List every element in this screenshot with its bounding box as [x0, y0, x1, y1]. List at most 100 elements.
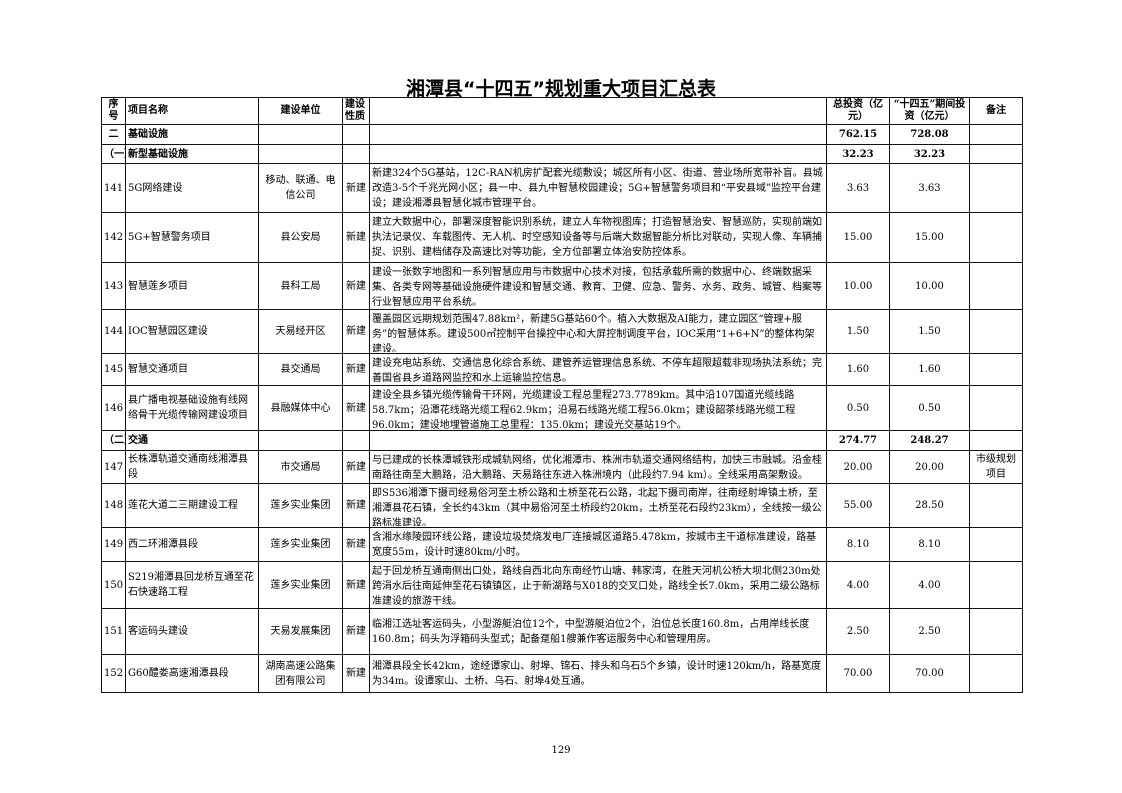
cell-desc-text: 即S536湘潭下摄司经易俗河至土桥公路和土桥至花石公路，北起下摄司南岸，往南经射…	[372, 487, 822, 526]
cell-remark	[969, 163, 1023, 213]
cell-seq: （一）	[101, 144, 126, 164]
cell-desc	[369, 124, 827, 145]
cell-desc: 起于回龙桥互通南侧出口处，路线自西北向东南经竹山塘、韩家湾，在胜天河机公桥大坝北…	[369, 561, 827, 609]
cell-remark	[969, 483, 1023, 528]
cell-nature: 新建	[342, 608, 370, 655]
table-row: 141 5G网络建设 移动、联通、电信公司 新建 新建324个5G基站，12C-RAN机…	[101, 163, 1023, 213]
cell-desc-text: 建设充电站系统、交通信息化综合系统、建管养运管理信息系统、不停车超限超载非现场执…	[372, 357, 822, 384]
cell-desc: 临湘江选址客运码头，小型游艇泊位12个，中型游艇泊位2个，泊位总长度160.8m…	[369, 608, 827, 655]
cell-desc: 含湘水缘陵园环线公路，建设垃圾焚烧发电厂连接城区道路5.478km，按城市主干道…	[369, 527, 827, 562]
cell-name: 长株潭轨道交通南线湘潭县段	[125, 450, 259, 484]
cell-nature: 新建	[342, 212, 370, 263]
cell-period: 8.10	[889, 527, 970, 562]
cell-desc	[369, 144, 827, 164]
cell-nature	[342, 124, 370, 145]
cell-period: 248.27	[889, 430, 970, 451]
cell-desc: 覆盖园区远期规划范围47.88km²，新建5G基站60个。植入大数据及AI能力，…	[369, 309, 827, 354]
cell-name: 西二环湘潭县段	[125, 527, 259, 562]
project-summary-table: 序号 项目名称 建设单位 建设性质 总投资（亿元） “十四五”期间投资（亿元） …	[101, 97, 1023, 693]
cell-desc: 新建324个5G基站，12C-RAN机房扩配套光缆敷设；城区所有小区、街道、营业…	[369, 163, 827, 213]
cell-total: 274.77	[826, 430, 890, 451]
table-row: 143 智慧莲乡项目 县科工局 新建 建设一张数字地图和一系列智慧应用与市数据中心技术对…	[101, 262, 1023, 310]
cell-remark	[969, 124, 1023, 145]
cell-seq: 149	[101, 527, 126, 562]
table-header-row: 序号 项目名称 建设单位 建设性质 总投资（亿元） “十四五”期间投资（亿元） …	[101, 97, 1023, 125]
cell-total: 1.60	[826, 353, 890, 386]
cell-nature: 新建	[342, 163, 370, 213]
table-row: 145 智慧交通项目 县交通局 新建 建设充电站系统、交通信息化综合系统、建管养运管理信…	[101, 353, 1023, 386]
cell-period: 728.08	[889, 124, 970, 145]
cell-name: S219湘潭县回龙桥互通至花石快速路工程	[125, 561, 259, 609]
page-title: 湘潭县“十四五”规划重大项目汇总表	[406, 78, 716, 100]
cell-desc-text: 起于回龙桥互通南侧出口处，路线自西北向东南经竹山塘、韩家湾，在胜天河机公桥大坝北…	[372, 565, 821, 607]
cell-name: G60醴娄高速湘潭县段	[125, 654, 259, 693]
cell-remark	[969, 654, 1023, 693]
cell-total: 4.00	[826, 561, 890, 609]
header-period: “十四五”期间投资（亿元）	[889, 97, 970, 125]
cell-remark	[969, 353, 1023, 386]
cell-seq: （二）	[101, 430, 126, 451]
cell-desc-text: 与已建成的长株潭城铁形成城轨网络，优化湘潭市、株洲市轨道交通网络结构，加快三市融…	[372, 454, 822, 481]
cell-desc	[369, 430, 827, 451]
cell-total: 2.50	[826, 608, 890, 655]
cell-nature: 新建	[342, 353, 370, 386]
cell-nature: 新建	[342, 654, 370, 693]
cell-remark	[969, 430, 1023, 451]
cell-seq: 145	[101, 353, 126, 386]
table-row: 149 西二环湘潭县段 莲乡实业集团 新建 含湘水缘陵园环线公路，建设垃圾焚烧发电厂连接…	[101, 527, 1023, 562]
cell-unit: 移动、联通、电信公司	[258, 163, 343, 213]
cell-name: 新型基础设施	[125, 144, 259, 164]
table-row: 147 长株潭轨道交通南线湘潭县段 市交通局 新建 与已建成的长株潭城铁形成城轨网络，优…	[101, 450, 1023, 484]
cell-unit: 县交通局	[258, 353, 343, 386]
cell-desc: 建立大数据中心，部署深度智能识别系统，建立人车物视图库；打造智慧治安、智慧巡防，…	[369, 212, 827, 263]
cell-seq: 152	[101, 654, 126, 693]
header-name: 项目名称	[125, 97, 259, 125]
cell-nature	[342, 144, 370, 164]
cell-unit	[258, 430, 343, 451]
cell-unit: 莲乡实业集团	[258, 561, 343, 609]
cell-seq: 144	[101, 309, 126, 354]
cell-seq: 146	[101, 385, 126, 431]
cell-period: 28.50	[889, 483, 970, 528]
cell-period: 4.00	[889, 561, 970, 609]
cell-period: 1.50	[889, 309, 970, 354]
cell-remark	[969, 212, 1023, 263]
cell-period: 10.00	[889, 262, 970, 310]
header-remark: 备注	[969, 97, 1023, 125]
cell-unit	[258, 124, 343, 145]
cell-seq: 147	[101, 450, 126, 484]
cell-name: 智慧莲乡项目	[125, 262, 259, 310]
table-row: 148 莲花大道二三期建设工程 莲乡实业集团 新建 即S536湘潭下摄司经易俗河至土桥公…	[101, 483, 1023, 528]
table-row: 150 S219湘潭县回龙桥互通至花石快速路工程 莲乡实业集团 新建 起于回龙桥互通南侧…	[101, 561, 1023, 609]
cell-period: 15.00	[889, 212, 970, 263]
cell-nature: 新建	[342, 527, 370, 562]
cell-desc-text: 建设全县乡镇光缆传输骨干环网，光缆建设工程总里程273.7789km。其中沿10…	[372, 389, 796, 429]
cell-unit: 湖南高速公路集团有限公司	[258, 654, 343, 693]
cell-nature: 新建	[342, 483, 370, 528]
cell-total: 10.00	[826, 262, 890, 310]
header-desc	[369, 97, 827, 125]
cell-total: 15.00	[826, 212, 890, 263]
cell-total: 20.00	[826, 450, 890, 484]
cell-period: 3.63	[889, 163, 970, 213]
cell-desc-text: 含湘水缘陵园环线公路，建设垃圾焚烧发电厂连接城区道路5.478km，按城市主干道…	[372, 531, 817, 558]
cell-remark: 市级规划项目	[969, 450, 1023, 484]
cell-total: 8.10	[826, 527, 890, 562]
cell-name: IOC智慧园区建设	[125, 309, 259, 354]
cell-desc-text: 建设一张数字地图和一系列智慧应用与市数据中心技术对接，包括承载所需的数据中心、终…	[372, 266, 822, 308]
cell-unit: 天易经开区	[258, 309, 343, 354]
cell-unit: 县科工局	[258, 262, 343, 310]
cell-remark	[969, 385, 1023, 431]
table-row: 142 5G+智慧警务项目 县公安局 新建 建立大数据中心，部署深度智能识别系统，建立人…	[101, 212, 1023, 263]
table-row: 152 G60醴娄高速湘潭县段 湖南高速公路集团有限公司 新建 湘潭县段全长42km，途…	[101, 654, 1023, 693]
cell-nature: 新建	[342, 309, 370, 354]
cell-desc-text: 覆盖园区远期规划范围47.88km²，新建5G基站60个。植入大数据及AI能力，…	[372, 313, 815, 352]
cell-desc-text: 建立大数据中心，部署深度智能识别系统，建立人车物视图库；打造智慧治安、智慧巡防，…	[372, 217, 822, 258]
cell-total: 0.50	[826, 385, 890, 431]
cell-name: 客运码头建设	[125, 608, 259, 655]
cell-name: 基础设施	[125, 124, 259, 145]
header-unit: 建设单位	[258, 97, 343, 125]
cell-desc: 与已建成的长株潭城铁形成城轨网络，优化湘潭市、株洲市轨道交通网络结构，加快三市融…	[369, 450, 827, 484]
cell-seq: 148	[101, 483, 126, 528]
